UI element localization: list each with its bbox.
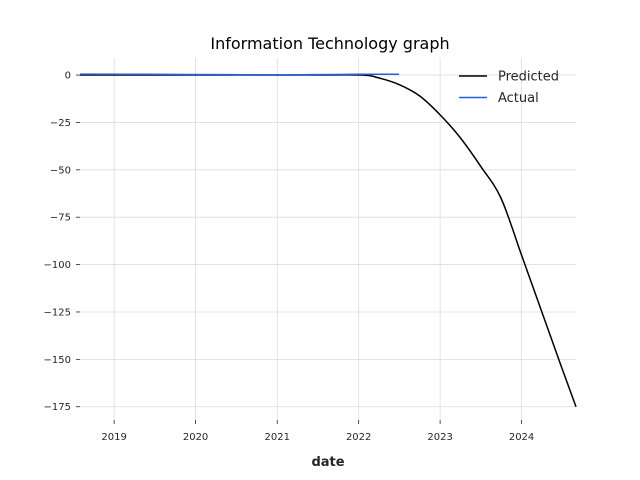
series-line-actual xyxy=(79,73,400,76)
x-tick-label: 2020 xyxy=(183,432,208,443)
y-tick-label: −75 xyxy=(50,213,71,224)
axis-ticks: 2019 2020 2021 2022 2023 2024 0 −25 −50 −75 −100 −1… xyxy=(44,71,535,443)
legend-label-predicted: Predicted xyxy=(498,70,559,85)
y-tick-label: −125 xyxy=(44,307,71,318)
chart-title: Information Technology graph xyxy=(210,34,449,53)
y-tick-label: 0 xyxy=(65,71,71,82)
y-tick-label: −100 xyxy=(44,260,71,271)
x-tick-label: 2019 xyxy=(101,432,126,443)
legend-label-actual: Actual xyxy=(498,91,539,106)
x-tick-label: 2024 xyxy=(509,432,534,443)
y-tick-label: −50 xyxy=(50,165,71,176)
y-tick-label: −150 xyxy=(44,355,71,366)
x-axis-label: date xyxy=(311,455,344,470)
x-tick-label: 2021 xyxy=(265,432,290,443)
legend: Predicted Actual xyxy=(459,70,559,106)
x-tick-label: 2022 xyxy=(346,432,371,443)
grid xyxy=(80,58,576,420)
y-tick-label: −25 xyxy=(50,118,71,129)
y-tick-label: −175 xyxy=(44,402,71,413)
x-tick-label: 2023 xyxy=(427,432,452,443)
series-line-predicted xyxy=(80,74,577,407)
series-lines xyxy=(79,73,577,407)
